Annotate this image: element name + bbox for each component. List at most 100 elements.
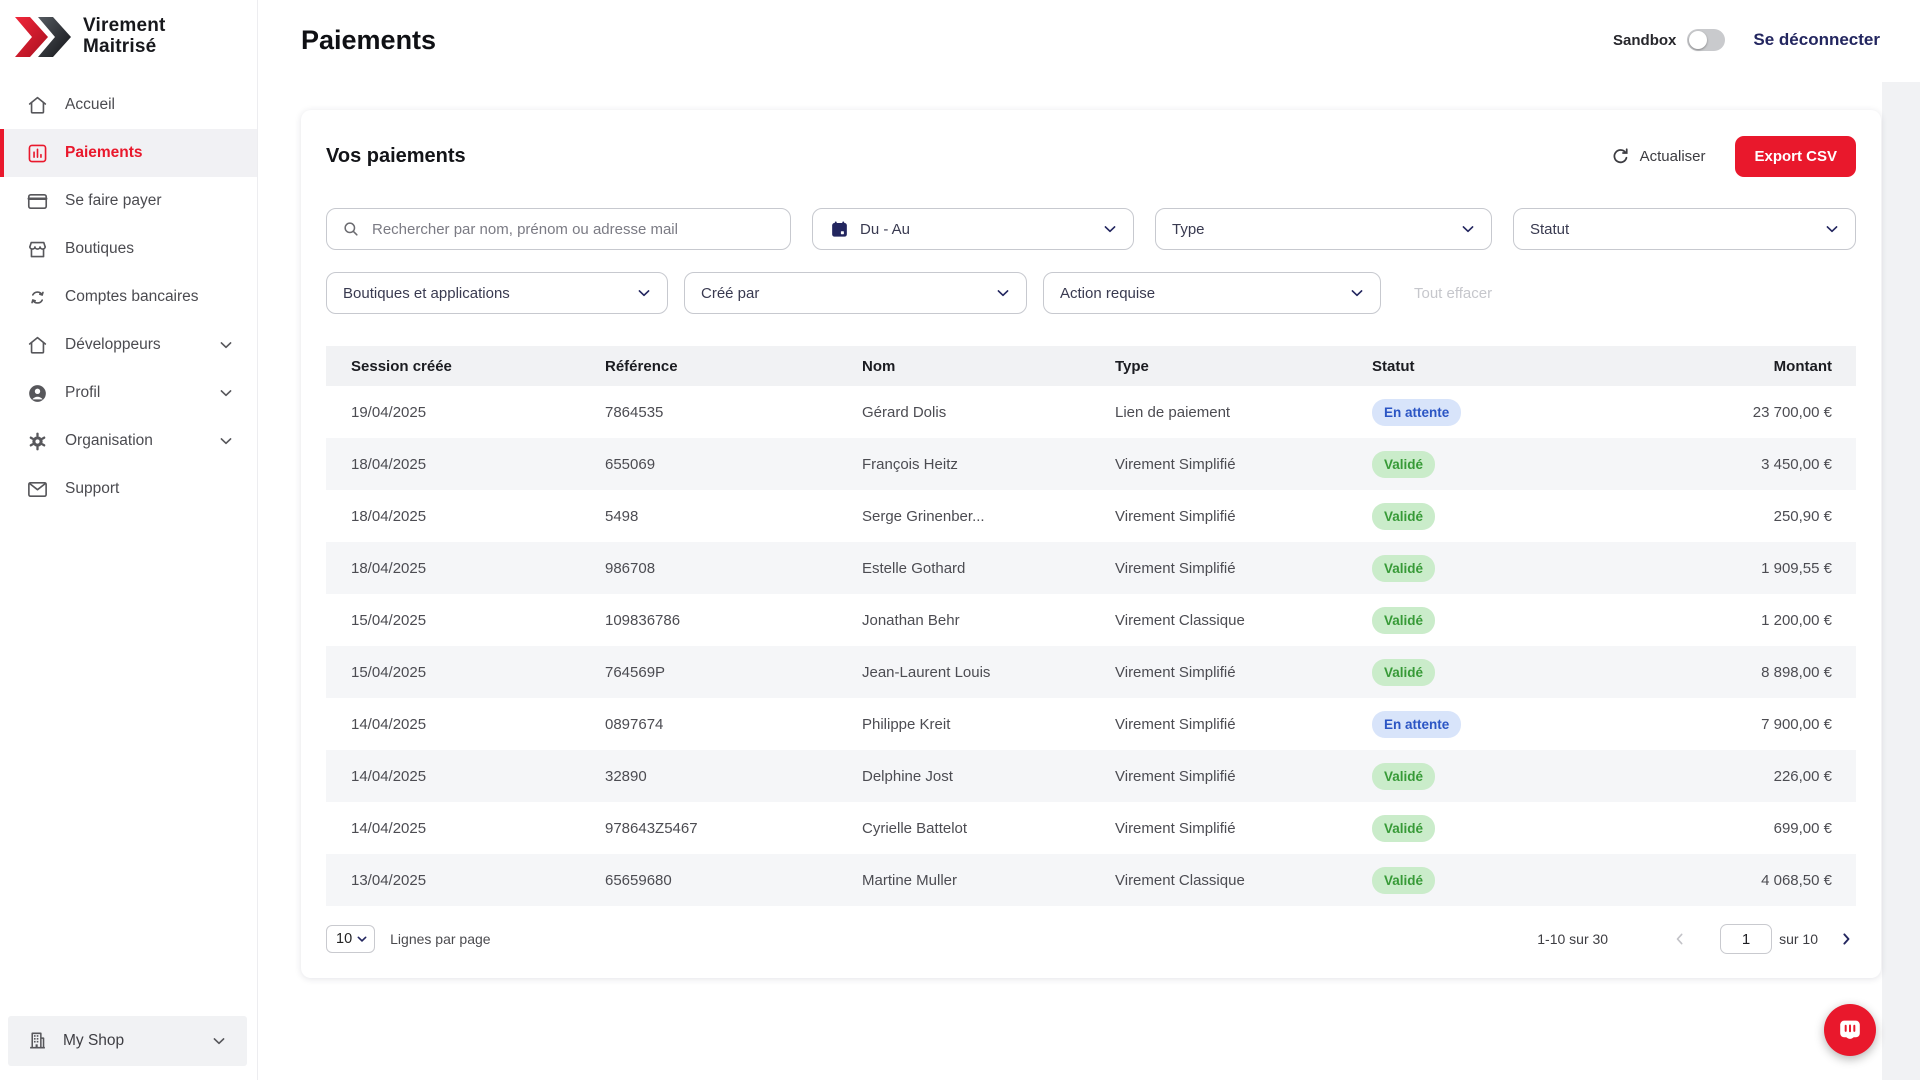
sidebar-item-accueil[interactable]: Accueil [0, 81, 257, 129]
table-row[interactable]: 18/04/2025 986708 Estelle Gothard Virement … [326, 542, 1856, 594]
refresh-label: Actualiser [1639, 147, 1706, 165]
sidebar-item-label: Boutiques [65, 240, 134, 257]
cell-session-creee: 18/04/2025 [351, 559, 427, 577]
sidebar-item-developpeurs[interactable]: Développeurs [0, 321, 257, 369]
payments-table: Session créée Référence Nom Type Statut Monta… [326, 346, 1856, 906]
sidebar-item-label: Organisation [65, 432, 153, 449]
cell-type: Lien de paiement [1115, 403, 1231, 421]
table-row[interactable]: 15/04/2025 764569P Jean-Laurent Louis Virem… [326, 646, 1856, 698]
next-page-button[interactable] [1836, 929, 1856, 949]
chevron-down-icon [216, 383, 236, 403]
statut-select[interactable]: Statut [1513, 208, 1856, 250]
column-header: Statut [1372, 357, 1415, 375]
cell-session-creee: 18/04/2025 [351, 507, 427, 525]
chevron-down-icon [216, 335, 236, 355]
sidebar-item-paiements[interactable]: Paiements [0, 129, 257, 177]
column-header: Référence [605, 357, 678, 375]
table-row[interactable]: 18/04/2025 655069 François Heitz Virement S… [326, 438, 1856, 490]
column-header: Montant [1773, 357, 1832, 375]
table-row[interactable]: 14/04/2025 0897674 Philippe Kreit Virement … [326, 698, 1856, 750]
toggle-knob [1689, 31, 1708, 49]
sidebar-item-label: Profil [65, 384, 101, 401]
table-row[interactable]: 18/04/2025 5498 Serge Grinenber... Virement… [326, 490, 1856, 542]
cell-reference: 978643Z5467 [605, 819, 698, 837]
brand-name: Virement Maitrisé [83, 15, 166, 57]
sandbox-toggle[interactable] [1687, 29, 1726, 51]
previous-page-button[interactable] [1670, 929, 1690, 949]
cell-statut: Validé [1372, 502, 1612, 530]
table-header-row: Session créée Référence Nom Type Statut Monta… [326, 346, 1856, 386]
brand-chevrons-icon [15, 17, 71, 57]
brand-logo[interactable]: Virement Maitrisé [0, 0, 257, 58]
sidebar-item-boutiques[interactable]: Boutiques [0, 225, 257, 273]
search-input[interactable] [370, 219, 776, 239]
page-title: Paiements [301, 24, 437, 55]
user-icon [26, 381, 50, 405]
boutiques-select[interactable]: Boutiques et applications [326, 272, 668, 314]
chevron-down-icon [993, 283, 1013, 303]
cell-nom: Estelle Gothard [862, 559, 966, 577]
cell-nom: Jean-Laurent Louis [862, 663, 991, 681]
rows-per-page-label: Lignes par page [390, 931, 491, 947]
cell-montant: 699,00 € [1773, 819, 1832, 837]
sidebar-item-se-faire-payer[interactable]: Se faire payer [0, 177, 257, 225]
cell-reference: 5498 [605, 507, 639, 525]
chat-launcher-button[interactable] [1824, 1004, 1876, 1056]
cell-session-creee: 18/04/2025 [351, 455, 427, 473]
table-row[interactable]: 19/04/2025 7864535 Gérard Dolis Lien de pai… [326, 386, 1856, 438]
date-range-select[interactable]: Du - Au [812, 208, 1134, 250]
export-csv-button[interactable]: Export CSV [1735, 135, 1856, 177]
cree-par-select[interactable]: Créé par [684, 272, 1027, 314]
table-row[interactable]: 14/04/2025 32890 Delphine Jost Virement Sim… [326, 750, 1856, 802]
type-select[interactable]: Type [1155, 208, 1492, 250]
cell-session-creee: 14/04/2025 [351, 715, 427, 733]
topbar: Paiements Sandbox Se déconnecter [259, 0, 1920, 80]
action-requise-select-label: Action requise [1060, 284, 1156, 302]
cell-reference: 655069 [605, 455, 656, 473]
status-badge: Validé [1372, 866, 1436, 894]
table-row[interactable]: 15/04/2025 109836786 Jonathan Behr Virement… [326, 594, 1856, 646]
type-select-label: Type [1172, 220, 1205, 238]
cell-session-creee: 13/04/2025 [351, 871, 427, 889]
sidebar-item-organisation[interactable]: Organisation [0, 417, 257, 465]
rows-per-page-select[interactable]: 10 [326, 925, 376, 953]
cell-type: Virement Simplifié [1115, 819, 1236, 837]
cell-nom: Cyrielle Battelot [862, 819, 968, 837]
cell-type: Virement Classique [1115, 611, 1245, 629]
status-badge: Validé [1372, 502, 1436, 530]
status-badge: Validé [1372, 606, 1436, 634]
refresh-icon [1610, 146, 1631, 167]
gear-icon [26, 429, 50, 453]
cell-statut: Validé [1372, 658, 1612, 686]
status-badge: Validé [1372, 554, 1436, 582]
chevron-down-icon [1100, 219, 1120, 239]
sidebar-item-label: Développeurs [65, 336, 161, 353]
table-row[interactable]: 14/04/2025 978643Z5467 Cyrielle Battelot Vi… [326, 802, 1856, 854]
sidebar-item-profil[interactable]: Profil [0, 369, 257, 417]
sandbox-label: Sandbox [1613, 31, 1677, 49]
sidebar-item-label: Se faire payer [65, 192, 162, 209]
cell-nom: Gérard Dolis [862, 403, 947, 421]
refresh-button[interactable]: Actualiser [1610, 146, 1706, 167]
chevron-down-icon [209, 1031, 229, 1051]
cell-type: Virement Simplifié [1115, 767, 1236, 785]
action-requise-select[interactable]: Action requise [1043, 272, 1381, 314]
logout-link[interactable]: Se déconnecter [1753, 30, 1880, 49]
cell-montant: 3 450,00 € [1761, 455, 1832, 473]
clear-all-filters[interactable]: Tout effacer [1414, 284, 1493, 302]
sidebar-item-support[interactable]: Support [0, 465, 257, 513]
status-badge: Validé [1372, 450, 1436, 478]
page-number-input[interactable] [1720, 924, 1773, 954]
cell-reference: 764569P [605, 663, 666, 681]
sidebar: Virement Maitrisé Accueil Paiements Se fai… [0, 0, 258, 1080]
sidebar-item-label: Accueil [65, 96, 115, 113]
chevron-down-icon [634, 283, 654, 303]
sidebar-item-label: Comptes bancaires [65, 288, 199, 305]
cell-statut: Validé [1372, 762, 1612, 790]
cell-montant: 4 068,50 € [1761, 871, 1832, 889]
sidebar-item-comptes-bancaires[interactable]: Comptes bancaires [0, 273, 257, 321]
building-icon [26, 1029, 50, 1053]
cell-nom: Delphine Jost [862, 767, 953, 785]
table-row[interactable]: 13/04/2025 65659680 Martine Muller Virement… [326, 854, 1856, 906]
shop-switcher[interactable]: My Shop [8, 1016, 247, 1066]
